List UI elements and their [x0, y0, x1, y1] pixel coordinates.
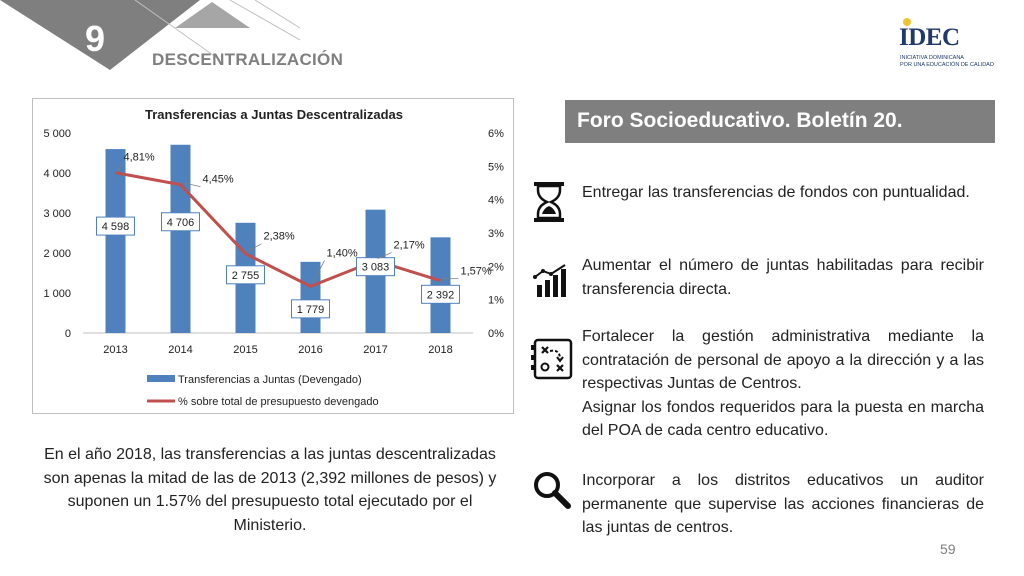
recommendation-2: Aumentar el número de juntas habilitadas…: [582, 254, 984, 301]
bar: [300, 261, 321, 333]
x-tick-label: 2014: [168, 344, 192, 356]
line-label-leader: [312, 260, 325, 285]
y-left-tick-label: 3 000: [43, 208, 71, 220]
bar-value-label: 4 706: [167, 217, 195, 229]
bar: [170, 144, 191, 333]
y-right-tick-label: 0%: [488, 328, 504, 340]
chart-title: Transferencias a Juntas Descentralizadas: [145, 107, 403, 122]
x-tick-label: 2013: [103, 344, 127, 356]
y-left-tick-label: 5 000: [43, 128, 71, 140]
recommendation-3-text: Fortalecer la gestión administrativa med…: [582, 328, 984, 392]
banner-title: Foro Socioeducativo. Boletín 20.: [565, 100, 995, 143]
bar-value-label: 2 755: [232, 270, 260, 282]
recommendation-4-text: Incorporar a los distritos educativos un…: [582, 472, 984, 536]
line-value-label: 1,40%: [327, 247, 358, 259]
line-value-label: 2,38%: [264, 231, 295, 243]
y-right-tick-label: 5%: [488, 161, 504, 173]
x-tick-label: 2018: [428, 344, 452, 356]
logo-subtitle-2: POR UNA EDUCACIÓN DE CALIDAD: [900, 62, 994, 68]
recommendation-1: Entregar las transferencias de fondos co…: [582, 181, 984, 205]
transfers-chart: Transferencias a Juntas Descentralizadas…: [32, 98, 514, 414]
logo-word: IDEC: [899, 24, 960, 51]
logo-dot-icon: [903, 18, 911, 26]
legend-bar-swatch: [147, 375, 175, 382]
y-left-tick-label: 0: [65, 328, 71, 340]
bar-value-label: 3 083: [362, 262, 390, 274]
hourglass-icon: [534, 182, 564, 222]
recommendation-4: Incorporar a los distritos educativos un…: [582, 469, 984, 540]
corner-decoration: [0, 0, 300, 70]
bar-value-label-box: [226, 265, 265, 285]
y-right-tick-label: 2%: [488, 261, 504, 273]
chart-svg: Transferencias a Juntas Descentralizadas…: [43, 107, 504, 408]
x-tick-label: 2017: [363, 344, 387, 356]
y-left-tick-label: 4 000: [43, 168, 71, 180]
x-tick-label: 2015: [233, 344, 257, 356]
bar-value-label: 2 392: [427, 289, 455, 301]
y-right-tick-label: 3%: [488, 228, 504, 240]
bar-value-label: 4 598: [102, 221, 130, 233]
magnifier-icon: [534, 472, 571, 509]
y-right-tick-label: 1%: [488, 295, 504, 307]
recommendation-3-text-2: Asignar los fondos requeridos para la pu…: [582, 398, 984, 440]
y-right-tick-label: 4%: [488, 195, 504, 207]
strategy-board-icon: [531, 338, 573, 380]
legend-line-label: % sobre total de presupuesto devengado: [178, 396, 379, 408]
legend-bar-label: Transferencias a Juntas (Devengado): [178, 374, 362, 386]
bar-value-label-box: [356, 257, 395, 277]
line-label-leader: [117, 164, 122, 171]
line-value-label: 2,17%: [394, 240, 425, 252]
bar-value-label-box: [421, 284, 460, 304]
line-value-label: 4,81%: [124, 152, 155, 164]
section-title: DESCENTRALIZACIÓN: [152, 50, 344, 69]
recommendation-1-text: Entregar las transferencias de fondos co…: [582, 184, 970, 201]
line-label-leader: [182, 182, 201, 188]
y-left-tick-label: 2 000: [43, 248, 71, 260]
section-number: 9: [84, 18, 106, 59]
line-label-leader: [377, 252, 392, 260]
recommendation-2-text: Aumentar el número de juntas habilitadas…: [582, 257, 984, 298]
chart-caption: En el año 2018, las transferencias a las…: [43, 446, 497, 534]
bar-value-label-box: [96, 216, 135, 236]
x-tick-label: 2016: [298, 344, 322, 356]
logo-subtitle-1: INICIATIVA DOMINICANA: [900, 55, 964, 61]
y-right-tick-label: 6%: [488, 128, 504, 140]
bar: [105, 149, 126, 333]
line-label-leader: [247, 243, 262, 253]
bar-value-label: 1 779: [297, 304, 325, 316]
growth-chart-icon: [533, 264, 566, 297]
line-value-label: 4,45%: [203, 174, 234, 186]
recommendation-3: Fortalecer la gestión administrativa med…: [582, 325, 984, 443]
bar-value-label-box: [291, 299, 330, 319]
idec-logo: IDEC INICIATIVA DOMINICANA POR UNA EDUCA…: [888, 18, 1008, 74]
line-value-label: 1,57%: [461, 266, 492, 278]
y-left-tick-label: 1 000: [43, 288, 71, 300]
page-number: 59: [940, 541, 956, 557]
bar-value-label-box: [161, 212, 200, 232]
